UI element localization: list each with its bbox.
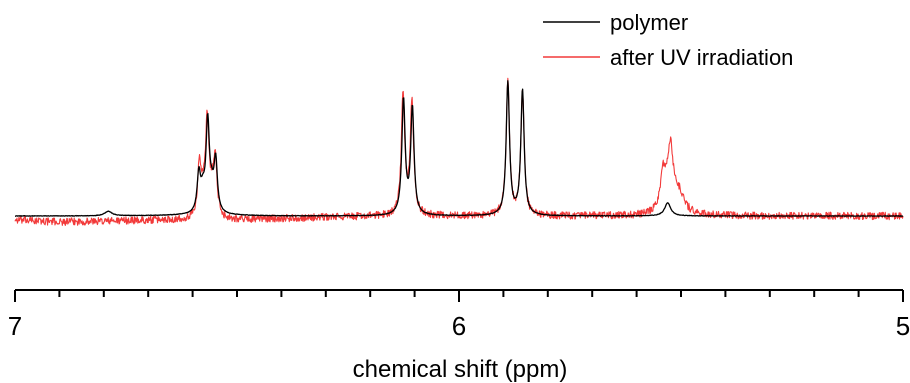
x-axis-title: chemical shift (ppm) (353, 356, 568, 383)
legend: polymer after UV irradiation (543, 10, 793, 70)
x-axis: 7 6 5 (8, 289, 910, 341)
x-tick-label: 6 (452, 311, 466, 341)
legend-label-after-uv: after UV irradiation (610, 45, 793, 70)
legend-label-polymer: polymer (610, 10, 688, 35)
x-tick-label: 5 (896, 311, 910, 341)
series-line-polymer (14, 80, 904, 217)
x-tick-label: 7 (8, 311, 22, 341)
series-line-after-uv (14, 77, 904, 227)
plot-series (14, 77, 904, 227)
